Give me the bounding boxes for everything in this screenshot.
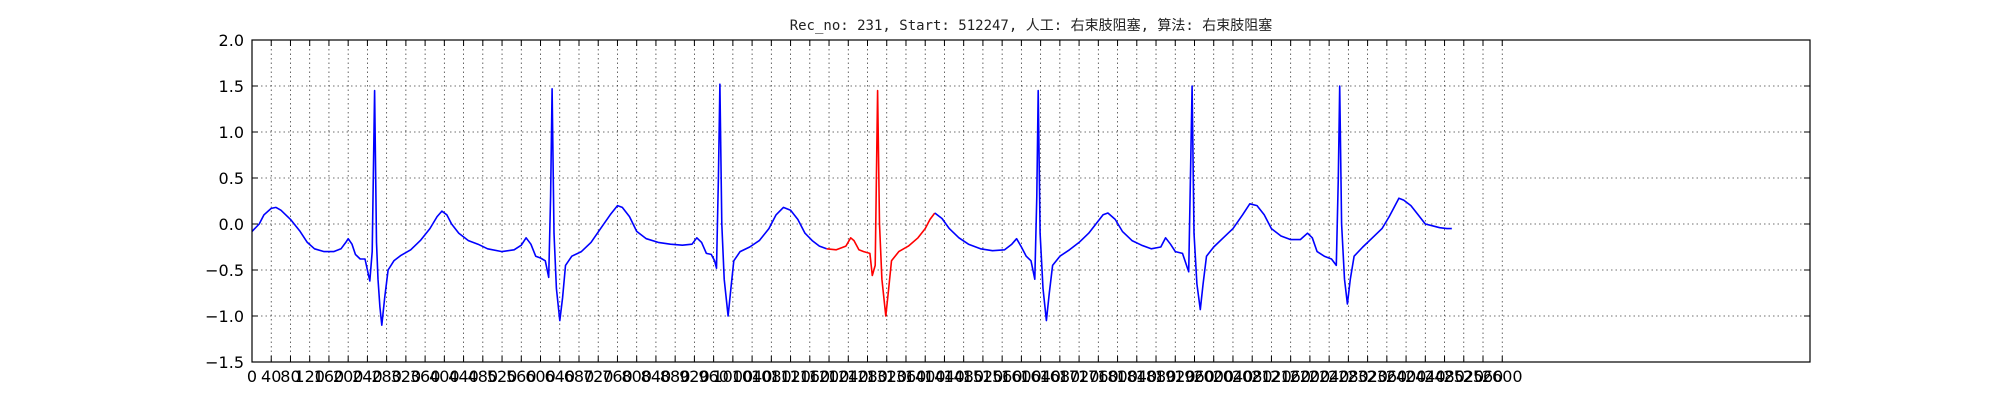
chart-title: Rec_no: 231, Start: 512247, 人工: 右束肢阻塞, 算… [790,17,1273,34]
x-tick-label: 2480 [1424,367,1465,386]
x-tick-label: 2120 [1251,367,1292,386]
x-tick-label: 1480 [943,367,984,386]
y-tick-label: 1.0 [219,123,244,142]
x-tick-label: 320 [391,367,422,386]
ecg-traces [251,83,1452,327]
y-tick-label: −1.5 [205,353,244,372]
x-tick-label: 40 [261,367,281,386]
x-tick-label: 1120 [770,367,811,386]
x-tick-label: 1920 [1155,367,1196,386]
x-tick-label: 1200 [809,367,850,386]
x-tick-label: 1040 [732,367,773,386]
x-tick-label: 960 [698,367,729,386]
x-tick-label: 1360 [886,367,927,386]
x-tick-label: 1720 [1059,367,1100,386]
x-tick-label: 640 [544,367,575,386]
ecg-series-line [251,83,827,327]
x-tick-label: 1800 [1097,367,1138,386]
x-tick-label: 2160 [1270,367,1311,386]
x-tick-label: 1680 [1039,367,1080,386]
x-tick-label: 2360 [1366,367,1407,386]
x-tick-label: 160 [314,367,345,386]
x-axis: 0 408012016020024028032036040044048052056… [247,40,1523,386]
x-tick-label: 240 [352,367,383,386]
ecg-series-line [934,85,1452,322]
x-tick-label: 1840 [1116,367,1157,386]
x-tick-label: 760 [602,367,633,386]
x-tick-label: 1520 [963,367,1004,386]
x-tick-label: 2080 [1232,367,1273,386]
x-tick-label: 1280 [847,367,888,386]
x-tick-label: 1880 [1136,367,1177,386]
x-tick-label: 840 [641,367,672,386]
x-tick-label: 2200 [1290,367,1331,386]
x-tick-label: 1400 [905,367,946,386]
x-tick-label: 1320 [866,367,907,386]
x-tick-label: 1080 [751,367,792,386]
x-tick-label: 2400 [1386,367,1427,386]
x-tick-label: 2240 [1309,367,1350,386]
x-tick-label: 2280 [1328,367,1369,386]
x-tick-label: 2440 [1405,367,1446,386]
x-tick-label: 880 [660,367,691,386]
x-tick-label: 120 [294,367,325,386]
x-tick-label: 2600 [1482,367,1523,386]
x-tick-label: 720 [583,367,614,386]
ecg-series-line [826,89,936,317]
x-tick-label: 920 [679,367,710,386]
x-tick-label: 280 [371,367,402,386]
x-tick-label: 1640 [1020,367,1061,386]
x-tick-label: 2560 [1463,367,1504,386]
x-tick-label: 1000 [713,367,754,386]
x-tick-label: 520 [487,367,518,386]
x-tick-label: 0 [247,367,257,386]
y-tick-label: −0.5 [205,261,244,280]
y-tick-label: 0.0 [219,215,244,234]
x-tick-label: 360 [410,367,441,386]
x-tick-label: 2000 [1193,367,1234,386]
x-tick-label: 680 [564,367,595,386]
x-tick-label: 480 [468,367,499,386]
y-axis: −1.5 −1.0 −0.5 0.0 0.5 1.0 1.5 2.0 [205,31,1810,372]
x-tick-label: 440 [448,367,479,386]
x-tick-label: 1440 [924,367,965,386]
x-tick-label: 2320 [1347,367,1388,386]
x-tick-label: 2040 [1213,367,1254,386]
x-tick-label: 1760 [1078,367,1119,386]
x-tick-label: 400 [429,367,460,386]
x-tick-label: 2520 [1443,367,1484,386]
x-tick-label: 800 [621,367,652,386]
axes-frame [251,39,1811,363]
x-tick-label: 1160 [789,367,830,386]
x-tick-label: 1960 [1174,367,1215,386]
x-tick-label: 200 [333,367,364,386]
x-tick-label: 1240 [828,367,869,386]
y-tick-label: 2.0 [219,31,244,50]
x-tick-label: 600 [525,367,556,386]
x-tick-label: 1600 [1001,367,1042,386]
y-tick-label: 1.5 [219,77,244,96]
x-tick-label: 80 [280,367,300,386]
y-tick-label: 0.5 [219,169,244,188]
y-tick-label: −1.0 [205,307,244,326]
x-tick-label: 560 [506,367,537,386]
x-tick-label: 1560 [982,367,1023,386]
